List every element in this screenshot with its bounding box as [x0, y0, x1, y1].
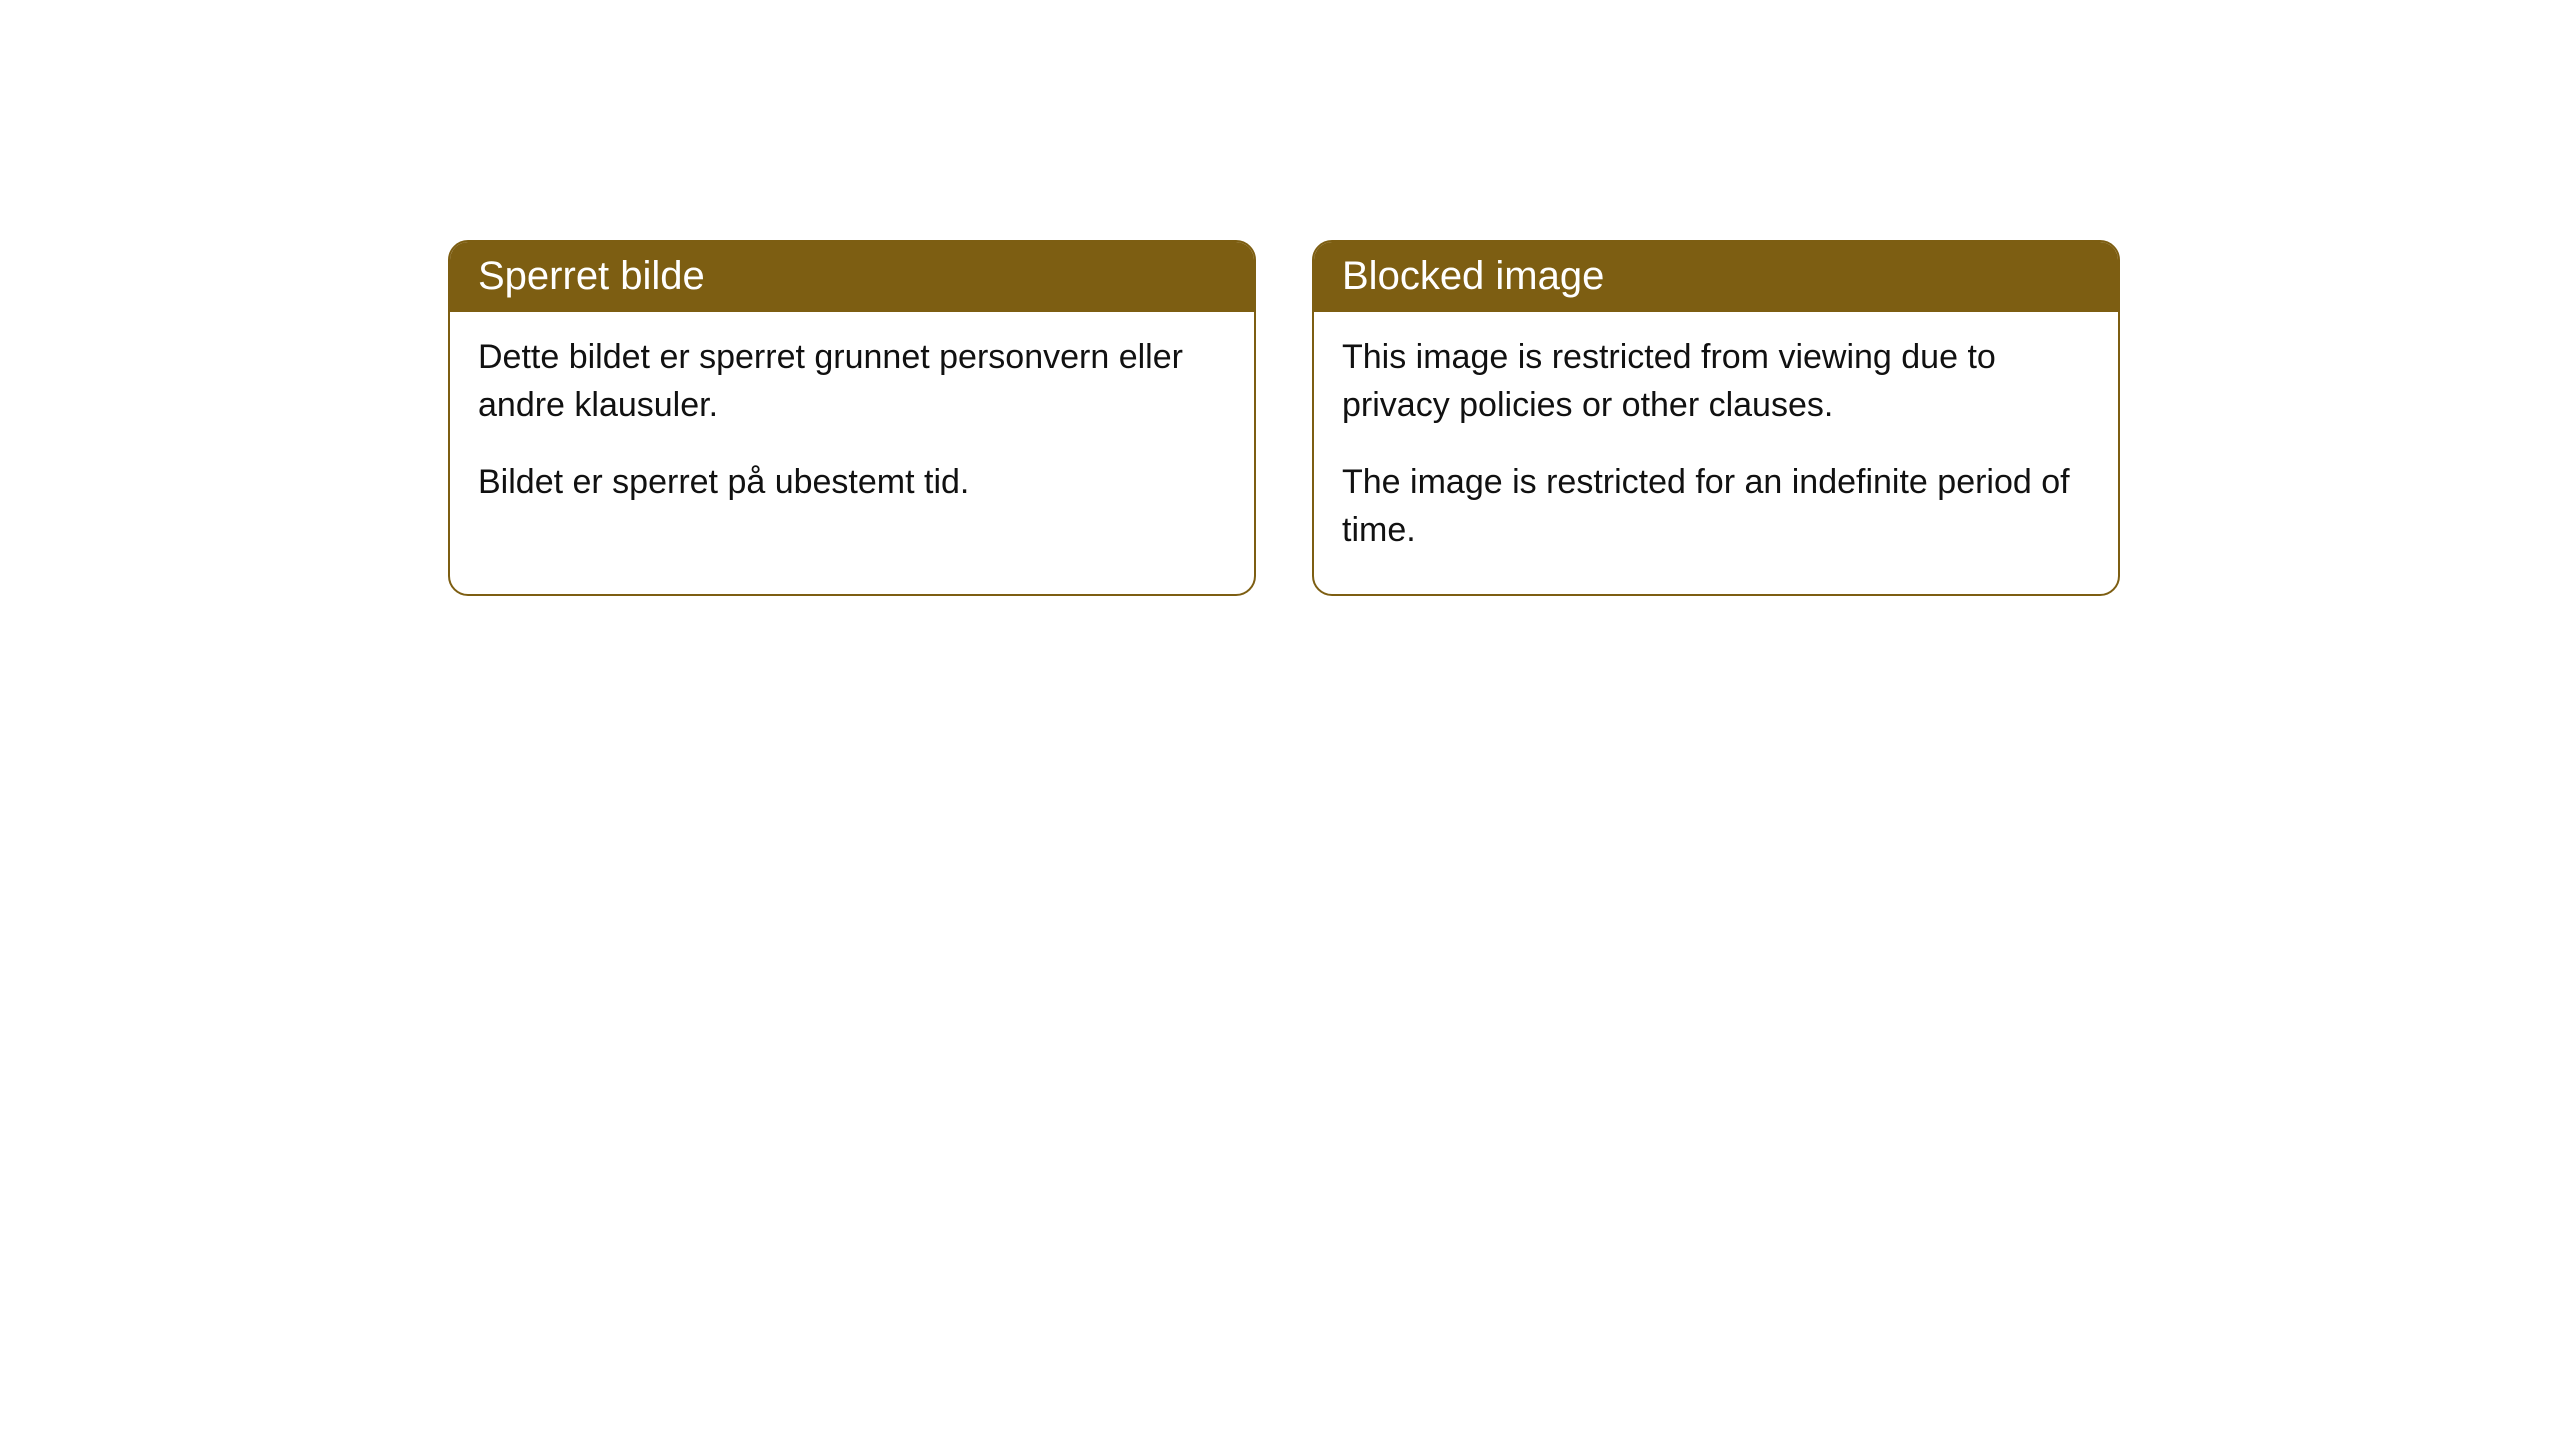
- card-body-english: This image is restricted from viewing du…: [1314, 312, 2118, 594]
- card-title-norwegian: Sperret bilde: [450, 242, 1254, 312]
- notice-card-norwegian: Sperret bilde Dette bildet er sperret gr…: [448, 240, 1256, 596]
- notice-card-english: Blocked image This image is restricted f…: [1312, 240, 2120, 596]
- card-paragraph-2: Bildet er sperret på ubestemt tid.: [478, 459, 1226, 507]
- card-paragraph-1: Dette bildet er sperret grunnet personve…: [478, 334, 1226, 429]
- card-paragraph-2: The image is restricted for an indefinit…: [1342, 459, 2090, 554]
- card-paragraph-1: This image is restricted from viewing du…: [1342, 334, 2090, 429]
- card-body-norwegian: Dette bildet er sperret grunnet personve…: [450, 312, 1254, 547]
- cards-container: Sperret bilde Dette bildet er sperret gr…: [0, 0, 2560, 596]
- card-title-english: Blocked image: [1314, 242, 2118, 312]
